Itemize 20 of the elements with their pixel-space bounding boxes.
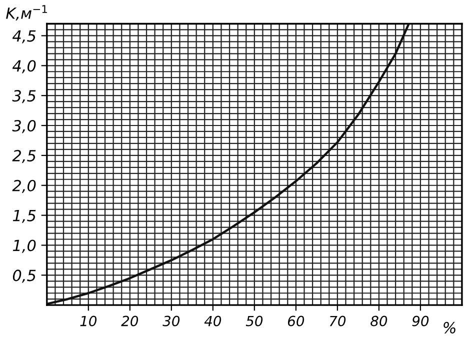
y-tick-label: 2,5: [12, 150, 36, 164]
x-tick-label: 80: [370, 316, 388, 326]
x-tick-label: 90: [412, 316, 429, 326]
y-tick-label: 2,0: [12, 180, 36, 193]
x-axis-title: %: [444, 322, 456, 334]
x-tick-label: 50: [246, 316, 263, 326]
x-tick-label: 70: [330, 316, 346, 326]
y-tick-label: 1,0: [12, 240, 36, 253]
y-tick-label: 3,0: [12, 120, 36, 134]
x-tick-label: 30: [162, 316, 180, 326]
x-tick-label: 10: [80, 316, 97, 326]
y-tick-label: 3,5: [12, 90, 36, 104]
x-tick-label: 40: [204, 316, 222, 326]
y-tick-label: 1,5: [12, 210, 36, 223]
x-tick-label: 20: [121, 316, 138, 326]
y-tick-label: 0,5: [12, 270, 36, 283]
y-axis-title: K,м$^{−1}$: [6, 5, 47, 21]
y-tick-label: 4,0: [12, 60, 36, 74]
x-tick-label: 60: [288, 316, 304, 326]
y-tick-label: 4,5: [12, 30, 36, 44]
